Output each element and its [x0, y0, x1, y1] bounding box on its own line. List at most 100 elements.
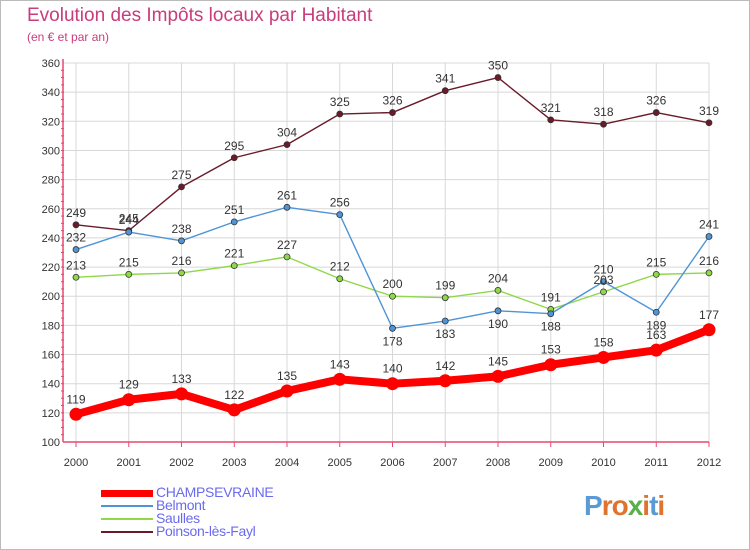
data-point-champsevraine	[649, 343, 663, 357]
data-label: 241	[699, 217, 719, 231]
legend-swatch	[101, 518, 153, 520]
data-label: 203	[593, 273, 613, 287]
data-label: 143	[330, 357, 350, 371]
y-tick-label: 260	[42, 204, 60, 216]
y-tick-label: 100	[42, 437, 60, 449]
data-label: 350	[488, 59, 508, 73]
data-label: 215	[646, 255, 666, 269]
y-tick-label: 320	[42, 116, 60, 128]
data-label: 177	[699, 308, 719, 322]
legend-label: Poinson-lès-Fayl	[156, 523, 256, 539]
y-tick-label: 160	[42, 350, 60, 362]
x-tick-label: 2005	[328, 457, 352, 469]
data-point-belmont	[283, 203, 291, 211]
data-label: 212	[330, 260, 350, 274]
y-tick-label: 200	[42, 291, 60, 303]
x-tick-label: 2003	[222, 457, 246, 469]
data-point-saulles	[125, 270, 133, 278]
data-label: 216	[699, 254, 719, 268]
data-point-champsevraine	[597, 350, 610, 364]
x-tick-label: 2006	[380, 457, 404, 469]
data-point-champsevraine	[702, 323, 716, 337]
data-point-poinson-l-s-fayl	[600, 120, 607, 128]
data-label: 210	[593, 263, 613, 277]
data-point-saulles	[705, 269, 713, 277]
logo-letter: o	[611, 490, 629, 521]
y-tick-label: 140	[42, 379, 60, 391]
legend-swatch	[101, 531, 153, 533]
legend-swatch	[101, 505, 153, 507]
data-label: 295	[224, 139, 244, 153]
y-tick-label: 280	[42, 175, 60, 187]
data-label: 178	[382, 334, 402, 348]
data-point-saulles	[178, 269, 185, 277]
data-label: 318	[593, 105, 613, 119]
data-label: 200	[382, 277, 402, 291]
logo-letter: x	[627, 490, 644, 521]
data-label: 319	[699, 104, 719, 118]
data-point-poinson-l-s-fayl	[178, 183, 185, 191]
data-point-belmont	[600, 278, 607, 286]
data-label: 321	[541, 101, 561, 115]
data-point-champsevraine	[544, 358, 558, 372]
data-point-belmont	[494, 307, 502, 315]
data-label: 326	[382, 94, 402, 108]
logo-letter: r	[601, 490, 613, 521]
data-label: 238	[171, 222, 191, 236]
data-point-saulles	[494, 286, 502, 294]
data-label: 215	[119, 255, 139, 269]
data-label: 199	[435, 279, 455, 293]
x-tick-label: 2011	[644, 457, 668, 469]
data-label: 158	[593, 335, 613, 349]
data-label: 244	[119, 213, 139, 227]
logo-letter: i	[657, 490, 665, 521]
data-label: 190	[488, 317, 508, 331]
data-label: 325	[330, 95, 350, 109]
data-label: 145	[488, 354, 508, 368]
data-point-poinson-l-s-fayl	[283, 141, 291, 149]
data-label: 183	[435, 327, 455, 341]
data-point-champsevraine	[227, 403, 241, 417]
data-point-champsevraine	[491, 369, 505, 383]
data-point-saulles	[230, 262, 238, 270]
data-point-belmont	[652, 308, 660, 316]
x-tick-label: 2007	[433, 457, 457, 469]
chart-title: Evolution des Impôts locaux par Habitant	[27, 5, 373, 26]
data-label: 249	[66, 206, 86, 220]
logo-letter: i	[642, 490, 650, 521]
data-point-champsevraine	[333, 372, 347, 386]
data-label: 122	[224, 388, 244, 402]
data-point-poinson-l-s-fayl	[336, 110, 344, 118]
legend-label: Saulles	[156, 510, 200, 526]
logo-letter: P	[584, 490, 603, 521]
data-label: 304	[277, 126, 297, 140]
data-label: 189	[646, 318, 666, 332]
x-tick-label: 2009	[539, 457, 563, 469]
data-label: 133	[171, 372, 191, 386]
data-label: 119	[66, 392, 85, 406]
data-point-saulles	[389, 292, 396, 300]
data-point-saulles	[441, 294, 449, 302]
data-point-poinson-l-s-fayl	[72, 221, 80, 229]
data-point-champsevraine	[69, 407, 83, 421]
data-point-champsevraine	[438, 374, 452, 388]
data-label: 153	[541, 343, 561, 357]
x-tick-label: 2008	[486, 457, 510, 469]
data-point-poinson-l-s-fayl	[652, 109, 660, 116]
x-tick-label: 2001	[117, 457, 141, 469]
data-point-poinson-l-s-fayl	[230, 154, 238, 162]
data-point-poinson-l-s-fayl	[547, 116, 555, 124]
data-point-belmont	[336, 211, 344, 219]
x-tick-label: 2010	[591, 457, 615, 469]
data-label: 227	[277, 238, 297, 252]
data-label: 204	[488, 271, 508, 285]
data-label: 163	[646, 328, 666, 342]
data-point-belmont	[705, 233, 713, 240]
y-tick-label: 220	[42, 262, 60, 274]
legend-label: Belmont	[156, 497, 206, 513]
data-label: 191	[541, 290, 561, 304]
data-label: 275	[171, 168, 191, 182]
y-tick-label: 120	[42, 408, 60, 420]
proxiti-logo: Proxiti	[584, 490, 665, 522]
